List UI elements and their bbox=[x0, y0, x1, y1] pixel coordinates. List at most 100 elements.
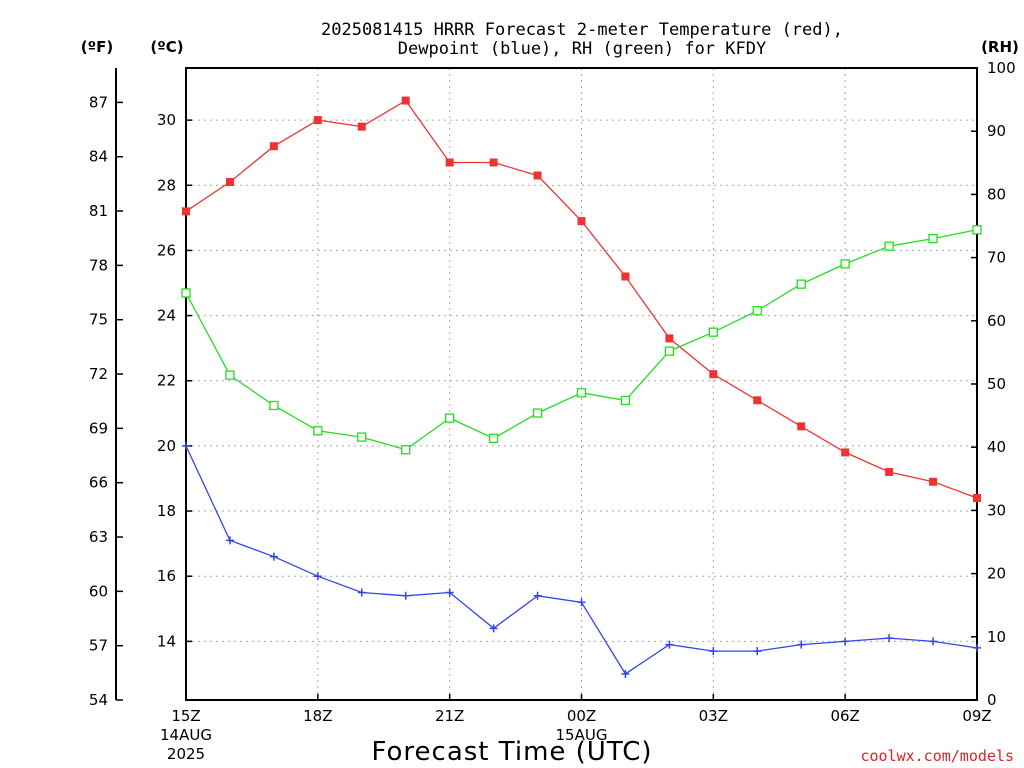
rh-point bbox=[752, 306, 762, 316]
x-tick-label: 09Z bbox=[962, 707, 991, 725]
rh-tick-label: 60 bbox=[987, 312, 1006, 330]
dewpoint-point bbox=[445, 588, 454, 597]
series-layer bbox=[181, 96, 982, 678]
rh-tick-label: 0 bbox=[987, 691, 997, 709]
rh-point bbox=[488, 433, 499, 444]
dewpoint-point bbox=[489, 624, 498, 633]
temperature-line bbox=[185, 99, 978, 499]
x-axis-label: Forecast Time (UTC) bbox=[371, 737, 652, 767]
fahrenheit-tick-label: 63 bbox=[89, 528, 108, 546]
rh-tick-label: 20 bbox=[987, 565, 1006, 583]
dewpoint-point bbox=[665, 640, 674, 649]
x-tick-date-label: 15AUG bbox=[556, 726, 608, 744]
temperature-point bbox=[665, 334, 674, 343]
rh-point bbox=[884, 241, 894, 251]
chart-title-line2: Dewpoint (blue), RH (green) for KFDY bbox=[398, 39, 766, 59]
temperature-point bbox=[182, 207, 190, 216]
rh-point bbox=[401, 445, 411, 455]
fahrenheit-tick-label: 78 bbox=[89, 256, 108, 274]
dewpoint-point bbox=[577, 598, 586, 607]
fahrenheit-tick-label: 72 bbox=[89, 365, 108, 383]
dewpoint-point bbox=[313, 572, 322, 581]
temperature-point bbox=[841, 448, 850, 457]
fahrenheit-tick-label: 60 bbox=[89, 582, 108, 600]
rh-point bbox=[225, 370, 235, 380]
temperature-point bbox=[621, 272, 630, 281]
rh-unit-label: (RH) bbox=[981, 38, 1019, 56]
temperature-point bbox=[709, 370, 718, 379]
dewpoint-point bbox=[269, 552, 278, 561]
celsius-tick-label: 26 bbox=[157, 241, 176, 259]
rh-point bbox=[357, 432, 367, 442]
temperature-point bbox=[489, 158, 498, 167]
rh-point bbox=[796, 279, 806, 289]
rh-tick-label: 70 bbox=[987, 249, 1006, 267]
fahrenheit-tick-label: 69 bbox=[89, 419, 108, 437]
rh-tick-label: 30 bbox=[987, 501, 1006, 519]
rh-tick-label: 90 bbox=[987, 122, 1006, 140]
dewpoint-point bbox=[797, 640, 806, 649]
celsius-tick-label: 16 bbox=[157, 567, 176, 585]
rh-point bbox=[708, 327, 718, 337]
fahrenheit-tick-label: 84 bbox=[89, 148, 108, 166]
celsius-tick-label: 14 bbox=[157, 632, 176, 650]
x-tick-date-label: 14AUG bbox=[160, 726, 212, 744]
temperature-point bbox=[445, 158, 454, 167]
rh-point bbox=[664, 346, 675, 356]
celsius-tick-label: 28 bbox=[157, 176, 176, 194]
celsius-tick-label: 18 bbox=[157, 502, 176, 520]
rh-point bbox=[928, 233, 938, 244]
rh-point bbox=[972, 225, 982, 235]
dewpoint-point bbox=[753, 647, 762, 656]
rh-point bbox=[269, 400, 279, 411]
rh-tick-label: 100 bbox=[987, 59, 1016, 77]
temperature-point bbox=[225, 178, 234, 187]
dewpoint-point bbox=[929, 637, 938, 646]
dewpoint-point bbox=[885, 634, 894, 643]
rh-point bbox=[620, 395, 631, 406]
x-tick-label: 18Z bbox=[303, 707, 332, 725]
fahrenheit-tick-label: 66 bbox=[89, 474, 108, 492]
x-tick-year-label: 2025 bbox=[167, 745, 205, 763]
dewpoint-point bbox=[357, 588, 366, 597]
fahrenheit-tick-label: 54 bbox=[89, 691, 108, 709]
x-tick-label: 21Z bbox=[435, 707, 464, 725]
x-tick-label: 00Z bbox=[567, 707, 596, 725]
fahrenheit-tick-label: 75 bbox=[89, 311, 108, 329]
temperature-point bbox=[797, 422, 806, 431]
dewpoint-point bbox=[973, 643, 981, 652]
temperature-point bbox=[577, 217, 586, 226]
dewpoint-point bbox=[401, 591, 410, 600]
temperature-point bbox=[753, 396, 762, 405]
celsius-unit-label: (ºC) bbox=[150, 38, 183, 56]
dewpoint-point bbox=[225, 536, 234, 545]
temperature-point bbox=[269, 142, 278, 151]
celsius-tick-label: 30 bbox=[157, 111, 176, 129]
temperature-point bbox=[533, 171, 542, 180]
rh-tick-label: 10 bbox=[987, 628, 1006, 646]
temperature-point bbox=[401, 96, 410, 105]
rh-point bbox=[445, 413, 455, 423]
x-tick-label: 06Z bbox=[830, 707, 859, 725]
fahrenheit-tick-label: 81 bbox=[89, 202, 108, 220]
temperature-point bbox=[885, 467, 894, 476]
temperature-point bbox=[357, 122, 366, 131]
temperature-point bbox=[973, 494, 981, 503]
x-tick-label: 15Z bbox=[171, 707, 200, 725]
temperature-point bbox=[313, 116, 322, 125]
celsius-tick-label: 20 bbox=[157, 437, 176, 455]
chart-title-line1: 2025081415 HRRR Forecast 2-meter Tempera… bbox=[321, 20, 843, 40]
watermark-text[interactable]: coolwx.com/models bbox=[860, 747, 1014, 765]
dewpoint-point bbox=[182, 441, 190, 450]
dewpoint-point bbox=[709, 647, 718, 656]
fahrenheit-unit-label: (ºF) bbox=[81, 38, 113, 56]
dewpoint-point bbox=[841, 637, 850, 646]
dewpoint-point bbox=[621, 669, 630, 678]
rh-tick-label: 40 bbox=[987, 438, 1006, 456]
fahrenheit-tick-label: 87 bbox=[89, 93, 108, 111]
rh-tick-label: 80 bbox=[987, 185, 1006, 203]
rh-point bbox=[840, 259, 850, 269]
temperature-point bbox=[929, 477, 938, 486]
rh-point bbox=[313, 426, 323, 436]
